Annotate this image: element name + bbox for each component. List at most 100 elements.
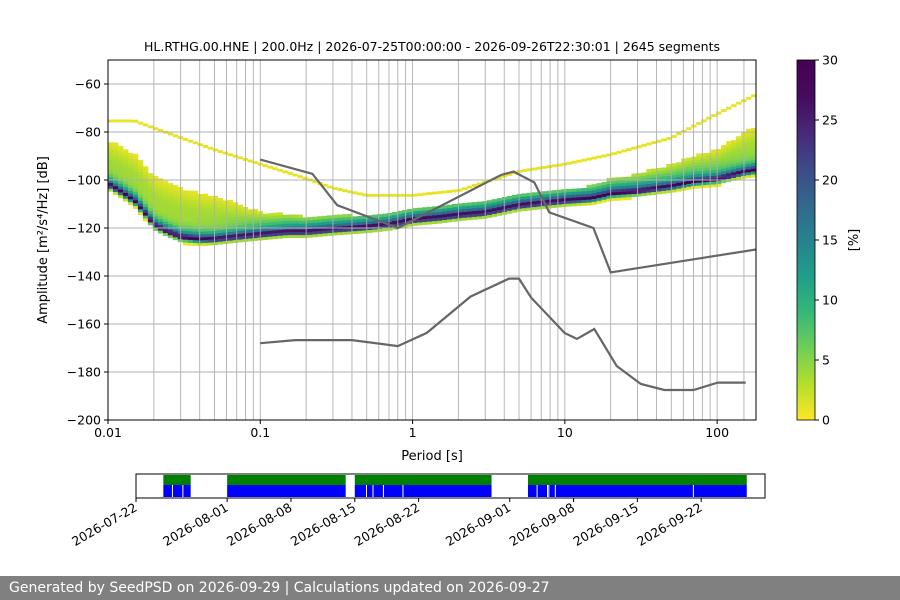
heatmap-cell xyxy=(132,191,139,195)
heatmap-cell xyxy=(197,219,204,224)
heatmap-cell xyxy=(262,213,268,217)
heatmap-cell xyxy=(272,215,278,219)
heatmap-cell xyxy=(407,211,413,216)
heatmap-cell xyxy=(541,165,548,169)
heatmap-cell xyxy=(127,198,134,203)
heatmap-cell xyxy=(571,194,577,198)
heatmap-cell xyxy=(217,209,224,213)
heatmap-cell xyxy=(332,232,338,236)
heatmap-cell xyxy=(651,180,657,184)
heatmap-cell xyxy=(167,234,174,239)
heatmap-cell xyxy=(671,169,677,173)
heatmap-cell xyxy=(202,193,209,197)
heatmap-cell xyxy=(362,227,368,231)
heatmap-cell xyxy=(486,203,493,207)
heatmap-cell xyxy=(227,202,234,207)
heatmap-cell xyxy=(726,169,732,174)
heatmap-cell xyxy=(112,165,119,169)
heatmap-cell xyxy=(132,165,139,169)
heatmap-cell xyxy=(207,201,214,206)
heatmap-cell xyxy=(701,181,707,186)
heatmap-cell xyxy=(686,183,692,187)
heatmap-cell xyxy=(496,203,503,208)
heatmap-cell xyxy=(611,189,617,193)
footer-banner: Generated by SeedPSD on 2026-09-29 | Cal… xyxy=(0,576,900,600)
heatmap-cell xyxy=(132,197,139,201)
heatmap-cell xyxy=(167,209,174,213)
heatmap-cell xyxy=(491,199,498,203)
heatmap-cell xyxy=(611,197,617,201)
heatmap-cell xyxy=(556,195,562,199)
heatmap-cell xyxy=(197,217,204,221)
heatmap-cell xyxy=(581,188,587,192)
heatmap-cell xyxy=(108,148,114,152)
heatmap-cell xyxy=(392,217,398,222)
heatmap-cell xyxy=(222,232,229,236)
heatmap-cell xyxy=(461,214,468,218)
heatmap-cell xyxy=(162,189,169,193)
heatmap-cell xyxy=(187,207,194,212)
heatmap-cell xyxy=(491,202,498,206)
heatmap-cell xyxy=(152,216,159,220)
timeline-frame xyxy=(135,473,766,499)
heatmap-cell xyxy=(746,131,752,135)
heatmap-cell xyxy=(696,153,702,157)
heatmap-cell xyxy=(322,215,328,220)
heatmap-cell xyxy=(676,179,682,183)
heatmap-cell xyxy=(402,215,408,219)
heatmap-cell xyxy=(531,198,538,202)
heatmap-cell xyxy=(661,170,667,174)
heatmap-cell xyxy=(726,164,732,168)
heatmap-cell xyxy=(372,220,378,224)
heatmap-cell xyxy=(117,148,124,153)
heatmap-cell xyxy=(372,214,378,218)
heatmap-cell xyxy=(272,227,278,231)
heatmap-cell xyxy=(112,151,119,155)
colorbar-tick-label: 25 xyxy=(822,113,838,128)
heatmap-cell xyxy=(661,178,667,183)
heatmap-cell xyxy=(232,239,238,243)
heatmap-cell xyxy=(526,198,533,202)
heatmap-cell xyxy=(746,160,752,164)
heatmap-cell xyxy=(167,206,174,210)
heatmap-cell xyxy=(212,213,219,217)
heatmap-cell xyxy=(711,175,717,179)
heatmap-cell xyxy=(347,216,353,221)
heatmap-cell xyxy=(616,197,622,201)
heatmap-cell xyxy=(162,229,169,234)
heatmap-cell xyxy=(726,149,732,154)
heatmap-cell xyxy=(137,183,144,187)
heatmap-cell xyxy=(217,229,224,234)
heatmap-cell xyxy=(666,164,672,168)
heatmap-cell xyxy=(701,158,707,163)
heatmap-cell xyxy=(272,224,278,228)
heatmap-cell xyxy=(392,214,398,219)
heatmap-cell xyxy=(182,190,189,194)
heatmap-cell xyxy=(626,196,632,201)
heatmap-cell xyxy=(556,198,562,202)
heatmap-cell xyxy=(187,219,194,223)
heatmap-cell xyxy=(312,231,318,235)
heatmap-cell xyxy=(686,169,692,173)
heatmap-cell xyxy=(267,227,273,231)
heatmap-cell xyxy=(312,228,318,232)
heatmap-cell xyxy=(427,218,433,222)
heatmap-cell xyxy=(626,193,632,198)
heatmap-cell xyxy=(581,190,587,195)
heatmap-cell xyxy=(377,228,383,232)
heatmap-cell xyxy=(232,216,238,220)
heatmap-cell xyxy=(721,179,727,183)
heatmap-cell xyxy=(686,127,692,131)
heatmap-cell xyxy=(337,223,343,227)
heatmap-cell xyxy=(267,165,273,169)
heatmap-cell xyxy=(157,221,164,225)
heatmap-cell xyxy=(297,217,303,221)
heatmap-cell xyxy=(167,223,174,227)
heatmap-cell xyxy=(751,171,756,175)
heatmap-cell xyxy=(182,219,189,223)
heatmap-cell xyxy=(262,233,268,238)
heatmap-cell xyxy=(566,191,572,196)
heatmap-cell xyxy=(337,188,343,192)
heatmap-cell xyxy=(172,219,179,223)
heatmap-cell xyxy=(591,198,597,202)
